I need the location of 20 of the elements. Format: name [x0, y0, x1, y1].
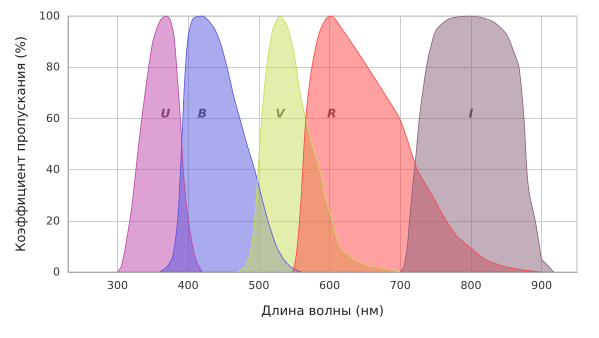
- series-label: V: [275, 106, 286, 120]
- x-tick-label: 700: [390, 279, 411, 292]
- y-axis-title: Коэффициент пропускания (%): [14, 36, 29, 252]
- x-tick-label: 400: [178, 279, 199, 292]
- y-tick-label: 0: [53, 266, 60, 278]
- x-tick-label: 500: [248, 279, 270, 292]
- y-tick-label: 80: [46, 60, 60, 74]
- y-tick-label: 20: [46, 214, 60, 228]
- series-label: U: [160, 106, 171, 120]
- series-label: I: [468, 106, 474, 120]
- series-label: R: [327, 106, 336, 120]
- x-tick-label: 600: [319, 279, 340, 292]
- x-tick-label: 300: [106, 279, 128, 292]
- y-tick-label: 100: [39, 10, 60, 22]
- x-tick-label: 800: [460, 279, 482, 292]
- x-axis-title: Длина волны (нм): [261, 304, 384, 319]
- y-tick-label: 60: [46, 112, 60, 125]
- y-tick-label: 40: [46, 163, 60, 176]
- x-tick-label: 900: [531, 279, 552, 292]
- series-label: B: [198, 106, 207, 120]
